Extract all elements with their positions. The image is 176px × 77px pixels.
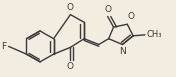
Text: CH₃: CH₃	[147, 30, 162, 39]
Text: O: O	[127, 12, 134, 21]
Text: F: F	[1, 42, 7, 51]
Text: O: O	[104, 5, 111, 14]
Text: O: O	[67, 3, 74, 12]
Text: O: O	[67, 62, 74, 71]
Text: N: N	[119, 47, 126, 56]
